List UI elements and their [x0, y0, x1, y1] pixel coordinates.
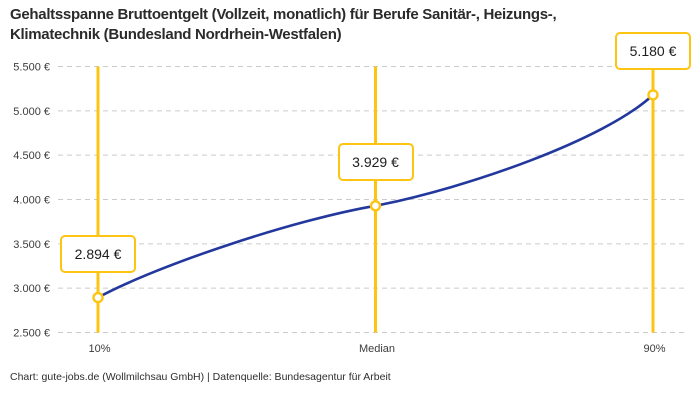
data-point-marker[interactable]: [92, 291, 104, 304]
value-label-box: 3.929 €: [337, 142, 414, 181]
y-axis-tick-label: 4.000 €: [13, 195, 50, 207]
y-axis-tick-label: 2.500 €: [13, 328, 50, 340]
y-axis-tick-label: 4.500 €: [13, 150, 50, 162]
y-axis-tick-label: 5.000 €: [13, 106, 50, 118]
chart-credit: Chart: gute-jobs.de (Wollmilchsau GmbH) …: [10, 371, 391, 383]
value-label-box: 5.180 €: [615, 31, 691, 70]
x-axis-tick-label: Median: [359, 343, 395, 355]
data-point-marker[interactable]: [647, 89, 659, 101]
chart-title-line-2: Klimatechnik (Bundesland Nordrhein-Westf…: [10, 26, 342, 43]
value-label-box: 2.894 €: [60, 234, 136, 273]
y-axis-tick-label: 3.500 €: [13, 239, 50, 251]
y-axis-tick-label: 3.000 €: [13, 283, 50, 295]
data-point-marker[interactable]: [369, 200, 382, 212]
chart-title-line-1: Gehaltsspanne Bruttoentgelt (Vollzeit, m…: [10, 6, 557, 23]
x-axis-tick-label: 10%: [88, 343, 110, 355]
y-axis-tick-label: 5.500 €: [13, 62, 50, 74]
chart-title: Gehaltsspanne Bruttoentgelt (Vollzeit, m…: [10, 5, 557, 45]
x-axis-tick-label: 90%: [643, 343, 665, 355]
